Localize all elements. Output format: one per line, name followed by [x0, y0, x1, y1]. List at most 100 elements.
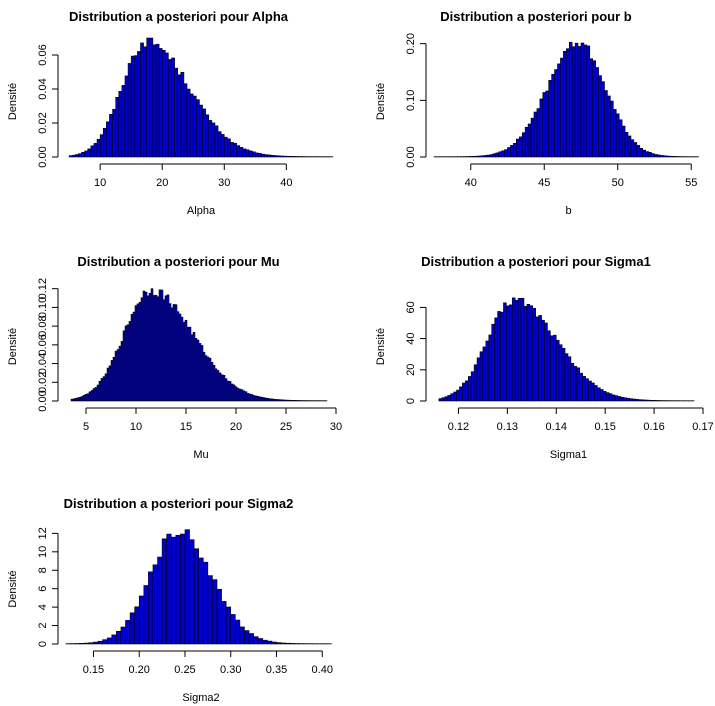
histogram-bar [576, 367, 581, 402]
histogram-bar [597, 387, 601, 402]
histogram-bar [620, 396, 625, 402]
x-tick-label: 45 [538, 177, 550, 189]
histogram-bar [106, 367, 110, 402]
histogram-bar [106, 121, 110, 158]
histogram-bar [258, 396, 262, 402]
y-tick-label: 60 [405, 301, 417, 313]
histogram-bars [438, 297, 695, 402]
histogram-bar [112, 356, 116, 402]
histogram-bar [180, 71, 185, 158]
histogram-bar [604, 90, 608, 158]
histogram-bar [124, 325, 128, 402]
histogram-bar [92, 388, 96, 402]
y-tick-label: 0.04 [37, 353, 49, 374]
histogram-bar [267, 640, 273, 645]
histogram-bar [557, 63, 561, 158]
histogram-bar [196, 99, 200, 158]
histogram-bar [550, 335, 554, 402]
histogram-bar [260, 396, 264, 402]
histogram-bar [289, 643, 296, 645]
histogram-bar [623, 397, 627, 402]
x-tick-label: 15 [180, 421, 192, 433]
histogram-bar [254, 395, 258, 402]
histogram-bar [194, 337, 198, 402]
histogram-bar [127, 63, 132, 158]
y-tick-label: 0.12 [37, 278, 49, 299]
histogram-bar [594, 385, 598, 402]
histogram-bar [473, 364, 478, 402]
x-tick-label: 0.17 [692, 421, 713, 433]
histogram-bar [441, 397, 446, 402]
y-tick-label: 0.04 [37, 78, 49, 99]
histogram-bar [585, 378, 589, 402]
histogram-bar [555, 339, 560, 402]
histogram-bar [547, 330, 551, 402]
histogram-bar [238, 388, 242, 402]
histogram-bar [466, 156, 470, 158]
histogram-bar [292, 156, 296, 158]
histogram-bar [495, 152, 499, 158]
histogram-bar [212, 579, 218, 645]
histogram-bar [294, 643, 300, 645]
x-tick-label: 20 [156, 177, 168, 189]
histogram-bar [282, 399, 286, 402]
histogram-bar [489, 154, 494, 158]
x-tick-label: 5 [83, 421, 89, 433]
histogram-bar [583, 44, 588, 158]
histogram-bar [256, 395, 260, 402]
histogram-bar [618, 119, 623, 158]
histogram-bar [532, 308, 537, 402]
histogram-bar [70, 398, 74, 402]
histogram-bar [511, 297, 516, 402]
histogram-bar [655, 400, 660, 402]
histogram-bar [136, 303, 140, 402]
histogram-bar [84, 642, 90, 645]
histogram-bar [186, 326, 190, 402]
histogram-bar [514, 299, 519, 402]
histogram-bars [70, 288, 328, 402]
histogram-bar [627, 135, 632, 158]
histogram-bar [130, 55, 135, 158]
histogram-bar [563, 50, 567, 158]
histogram-bar [605, 392, 610, 402]
x-tick-label: 55 [685, 177, 697, 189]
histogram-bar [90, 390, 94, 402]
histogram-bar [80, 396, 84, 402]
chart-title: Distribution a posteriori pour b [440, 9, 631, 24]
histogram-bar [271, 641, 277, 645]
histogram-bar [501, 150, 505, 158]
histogram-bar [553, 334, 557, 402]
histogram-bar [498, 151, 502, 158]
histogram-bar [196, 339, 200, 402]
histogram-bar [663, 155, 667, 158]
y-tick-label: 0.06 [37, 44, 49, 65]
histogram-bar [480, 155, 485, 158]
histogram-bar [541, 319, 545, 402]
histogram-bar [177, 74, 182, 158]
histogram-bar [118, 345, 122, 402]
histogram-bar [262, 397, 266, 402]
histogram-bar [479, 351, 484, 402]
histogram-bar [142, 290, 146, 402]
histogram-bar [206, 356, 210, 402]
x-tick-label: 30 [218, 177, 230, 189]
histogram-bar [485, 340, 490, 402]
chart-title: Distribution a posteriori pour Mu [77, 254, 279, 269]
histogram-bar [588, 380, 592, 402]
x-axis-label: Alpha [187, 205, 216, 217]
histogram-bar [289, 156, 293, 158]
histogram-bar [482, 346, 487, 402]
histogram-bar [160, 289, 164, 402]
histogram-bar [172, 304, 176, 402]
histogram-bar [235, 619, 241, 645]
histogram-bar [630, 139, 635, 158]
histogram-bar [282, 155, 287, 158]
histogram-bar [284, 399, 288, 402]
y-axis-label: Densité [7, 570, 19, 607]
x-tick-label: 25 [280, 421, 292, 433]
histogram-bar [645, 151, 649, 158]
y-axis-label: Densité [375, 328, 387, 365]
histogram-bar [154, 294, 158, 402]
histogram-bar [168, 59, 172, 158]
histogram-bar [146, 295, 150, 402]
